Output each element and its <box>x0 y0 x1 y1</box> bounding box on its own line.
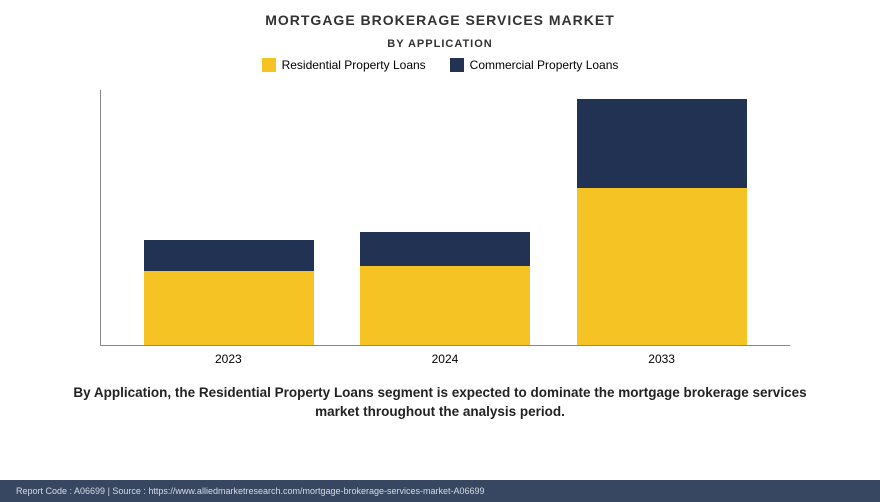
bar-2023-commercial <box>144 240 314 272</box>
bar-2033 <box>577 99 747 345</box>
bar-2023-residential <box>144 271 314 345</box>
bar-2023 <box>144 240 314 345</box>
x-label-2: 2033 <box>577 346 747 370</box>
legend-label-residential: Residential Property Loans <box>282 58 426 72</box>
bar-2033-residential <box>577 188 747 346</box>
x-label-1: 2024 <box>360 346 530 370</box>
bar-2033-commercial <box>577 99 747 188</box>
legend-item-commercial: Commercial Property Loans <box>450 58 619 72</box>
caption: By Application, the Residential Property… <box>60 384 820 422</box>
page-title: MORTGAGE BROKERAGE SERVICES MARKET <box>265 12 615 28</box>
legend: Residential Property Loans Commercial Pr… <box>262 58 619 72</box>
legend-swatch-commercial <box>450 58 464 72</box>
legend-label-commercial: Commercial Property Loans <box>470 58 619 72</box>
x-axis-labels: 2023 2024 2033 <box>100 346 790 370</box>
bar-2024-residential <box>360 266 530 345</box>
plot-area <box>100 90 790 346</box>
legend-swatch-residential <box>262 58 276 72</box>
chart: 2023 2024 2033 <box>90 90 790 370</box>
bar-2024 <box>360 232 530 345</box>
bar-2024-commercial <box>360 232 530 267</box>
legend-item-residential: Residential Property Loans <box>262 58 426 72</box>
chart-subtitle: BY APPLICATION <box>387 38 492 50</box>
footer: Report Code : A06699 | Source : https://… <box>0 480 880 502</box>
x-label-0: 2023 <box>143 346 313 370</box>
